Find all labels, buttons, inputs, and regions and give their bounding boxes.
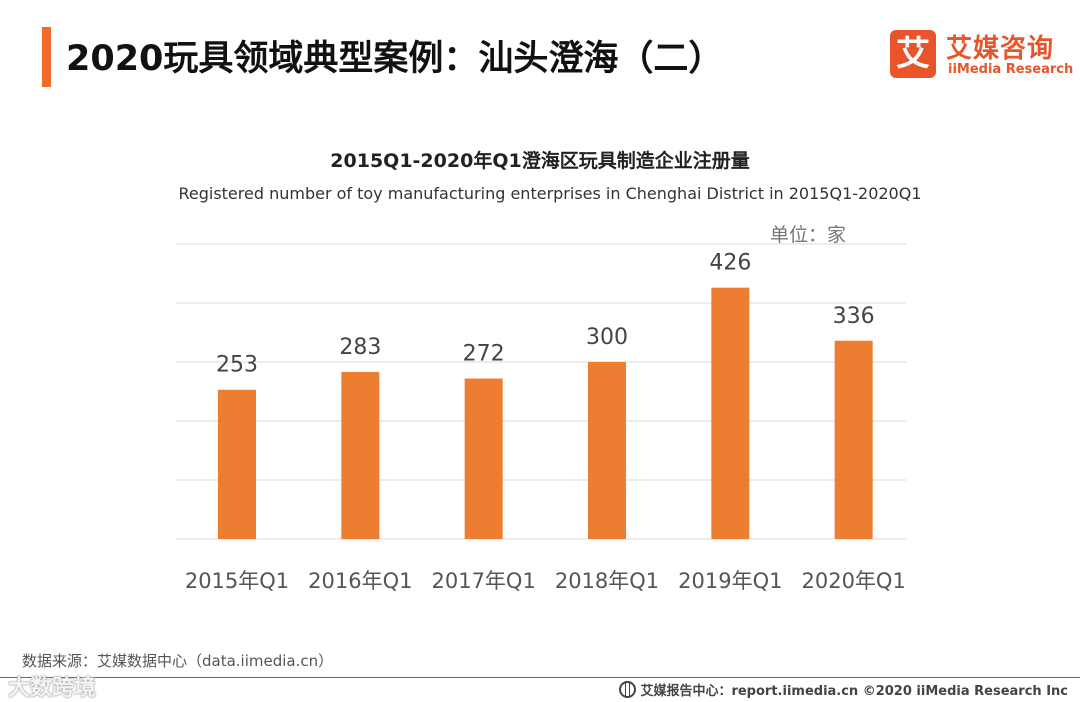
logo-mark-icon: 艾 — [890, 30, 936, 78]
x-tick-label: 2019年Q1 — [678, 569, 782, 593]
logo-en-text: iiMedia Research — [948, 62, 1074, 77]
data-label: 283 — [339, 335, 381, 360]
title-accent-bar — [42, 27, 51, 87]
data-label: 272 — [463, 342, 505, 367]
data-label: 336 — [833, 304, 875, 329]
data-label: 300 — [586, 325, 628, 350]
unit-label: 单位：家 — [770, 224, 847, 246]
x-tick-label: 2017年Q1 — [431, 569, 535, 593]
bar-2015年Q1 — [218, 389, 256, 539]
x-tick-label: 2016年Q1 — [308, 569, 412, 593]
footer-report-text: 艾媒报告中心：report.iimedia.cn ©2020 iiMedia R… — [640, 684, 1068, 699]
bar-2019年Q1 — [711, 287, 750, 539]
footer-divider — [0, 677, 1080, 678]
data-source: 数据来源：艾媒数据中心（data.iimedia.cn） — [22, 652, 334, 670]
footer-report: 艾媒报告中心：report.iimedia.cn ©2020 iiMedia R… — [619, 680, 1068, 699]
x-tick-label: 2018年Q1 — [555, 569, 659, 593]
globe-icon — [619, 681, 637, 698]
chart-title: 2015Q1-2020年Q1澄海区玩具制造企业注册量 — [330, 150, 750, 172]
bar-2020年Q1 — [834, 340, 873, 539]
x-tick-label: 2020年Q1 — [801, 569, 905, 593]
page-title: 2020玩具领域典型案例：汕头澄海（二） — [66, 39, 724, 79]
brand-logo: 艾 艾媒咨询 iiMedia Research — [890, 30, 1074, 82]
watermark-text: 大数跨境 — [8, 676, 97, 701]
chart-subtitle: Registered number of toy manufacturing e… — [178, 184, 922, 203]
bar-2017年Q1 — [464, 378, 503, 539]
x-tick-label: 2015年Q1 — [185, 569, 289, 593]
bar-2016年Q1 — [341, 372, 380, 539]
data-label: 253 — [216, 353, 258, 378]
data-label: 426 — [709, 251, 751, 276]
logo-cn-text: 艾媒咨询 — [946, 34, 1055, 64]
bar-2018年Q1 — [588, 362, 626, 539]
